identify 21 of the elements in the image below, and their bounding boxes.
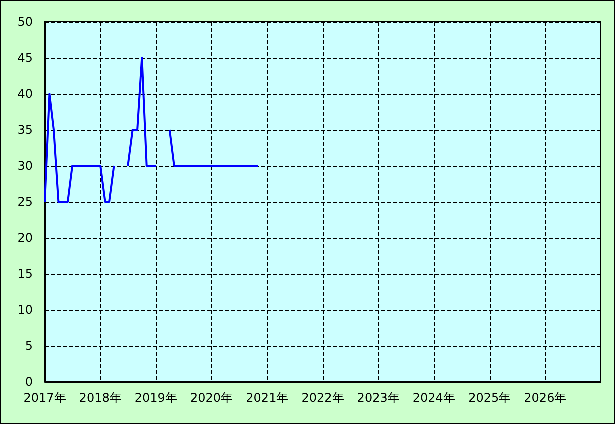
y-tick-label: 40 <box>18 87 33 101</box>
x-tick-label: 2024年 <box>412 391 456 405</box>
x-tick-label: 2022年 <box>302 391 344 405</box>
y-tick-label: 45 <box>18 51 33 65</box>
x-tick-label: 2017年 <box>24 391 66 405</box>
y-tick-label: 0 <box>25 375 33 389</box>
x-tick-label: 2020年 <box>190 391 233 405</box>
y-tick-label: 20 <box>18 231 33 245</box>
x-tick-label: 2025年 <box>468 391 512 405</box>
y-tick-label: 5 <box>25 339 33 353</box>
y-tick-label: 10 <box>18 303 33 317</box>
x-tick-label: 2026年 <box>524 391 567 405</box>
x-tick-label: 2021年 <box>246 391 289 405</box>
y-tick-label: 25 <box>18 195 33 209</box>
y-tick-label: 35 <box>18 123 33 137</box>
x-tick-label: 2023年 <box>357 391 400 405</box>
x-tick-label: 2019年 <box>134 391 178 405</box>
y-tick-label: 15 <box>18 267 33 281</box>
y-tick-label: 30 <box>18 159 33 173</box>
y-tick-label: 50 <box>18 15 33 29</box>
x-tick-label: 2018年 <box>79 391 122 405</box>
